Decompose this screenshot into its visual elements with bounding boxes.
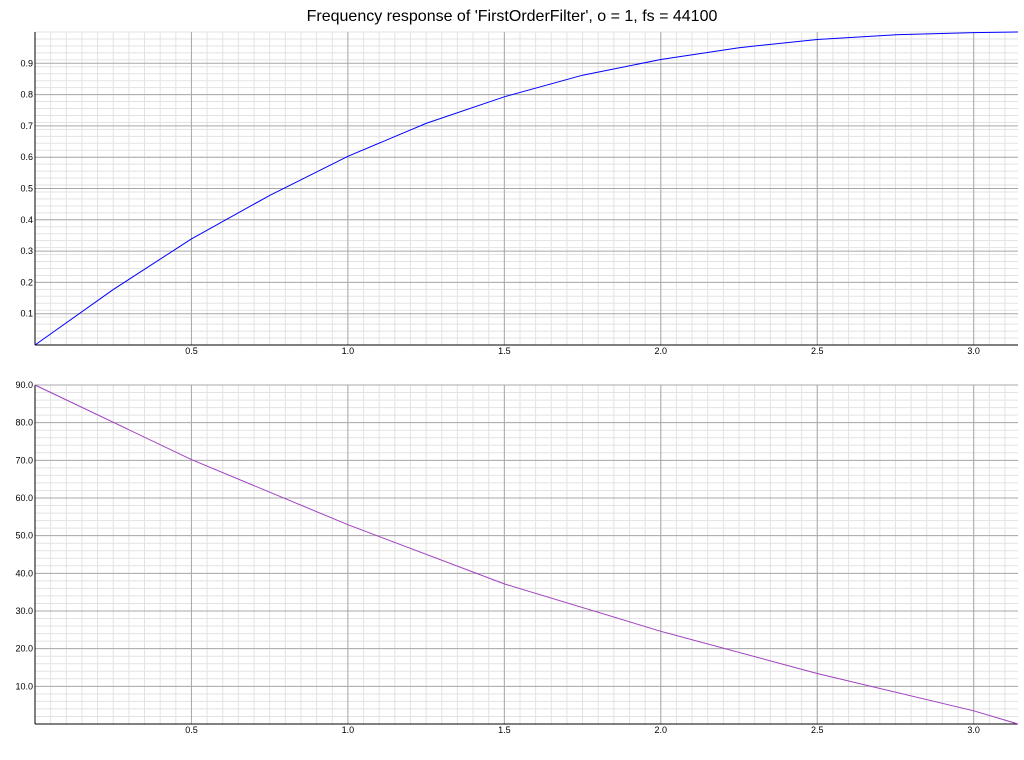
y-tick-label: 50.0	[15, 531, 33, 541]
x-tick-label: 2.5	[811, 725, 824, 735]
x-tick-label: 0.5	[185, 725, 198, 735]
y-tick-label: 40.0	[15, 568, 33, 578]
y-tick-label: 10.0	[15, 681, 33, 691]
x-tick-label: 2.0	[655, 725, 668, 735]
x-tick-label: 1.5	[498, 346, 511, 356]
y-tick-label: 60.0	[15, 493, 33, 503]
y-tick-label: 0.7	[20, 121, 33, 131]
y-tick-label: 0.3	[20, 246, 33, 256]
y-tick-label: 20.0	[15, 644, 33, 654]
x-tick-label: 2.5	[811, 346, 824, 356]
y-tick-label: 0.9	[20, 58, 33, 68]
y-tick-label: 70.0	[15, 455, 33, 465]
y-tick-label: 0.5	[20, 184, 33, 194]
y-tick-label: 30.0	[15, 606, 33, 616]
x-tick-label: 2.0	[655, 346, 668, 356]
magnitude-series-line	[34, 31, 1019, 346]
y-tick-label: 80.0	[15, 418, 33, 428]
phase-series-line	[34, 384, 1019, 725]
y-tick-label: 0.2	[20, 277, 33, 287]
x-tick-label: 3.0	[967, 725, 980, 735]
y-tick-label: 90.0	[15, 380, 33, 390]
x-tick-label: 1.0	[342, 346, 355, 356]
phase-panel: 0.5 1.0 1.5 2.0 2.5 3.0 10.0 20.0 30.0 40.0 50.0 60…	[15, 380, 1019, 735]
x-tick-label: 3.0	[967, 346, 980, 356]
magnitude-panel: 0.5 1.0 1.5 2.0 2.5 3.0 0.1 0.2 0.3 0.4 0.5 0.6 0.7 0…	[20, 31, 1019, 356]
x-tick-label: 1.0	[342, 725, 355, 735]
x-tick-label: 1.5	[498, 725, 511, 735]
y-tick-label: 0.4	[20, 215, 33, 225]
x-tick-label: 0.5	[185, 346, 198, 356]
chart-title: Frequency response of 'FirstOrderFilter'…	[306, 8, 718, 25]
y-tick-label: 0.6	[20, 152, 33, 162]
y-tick-label: 0.8	[20, 90, 33, 100]
y-tick-label: 0.1	[20, 309, 33, 319]
